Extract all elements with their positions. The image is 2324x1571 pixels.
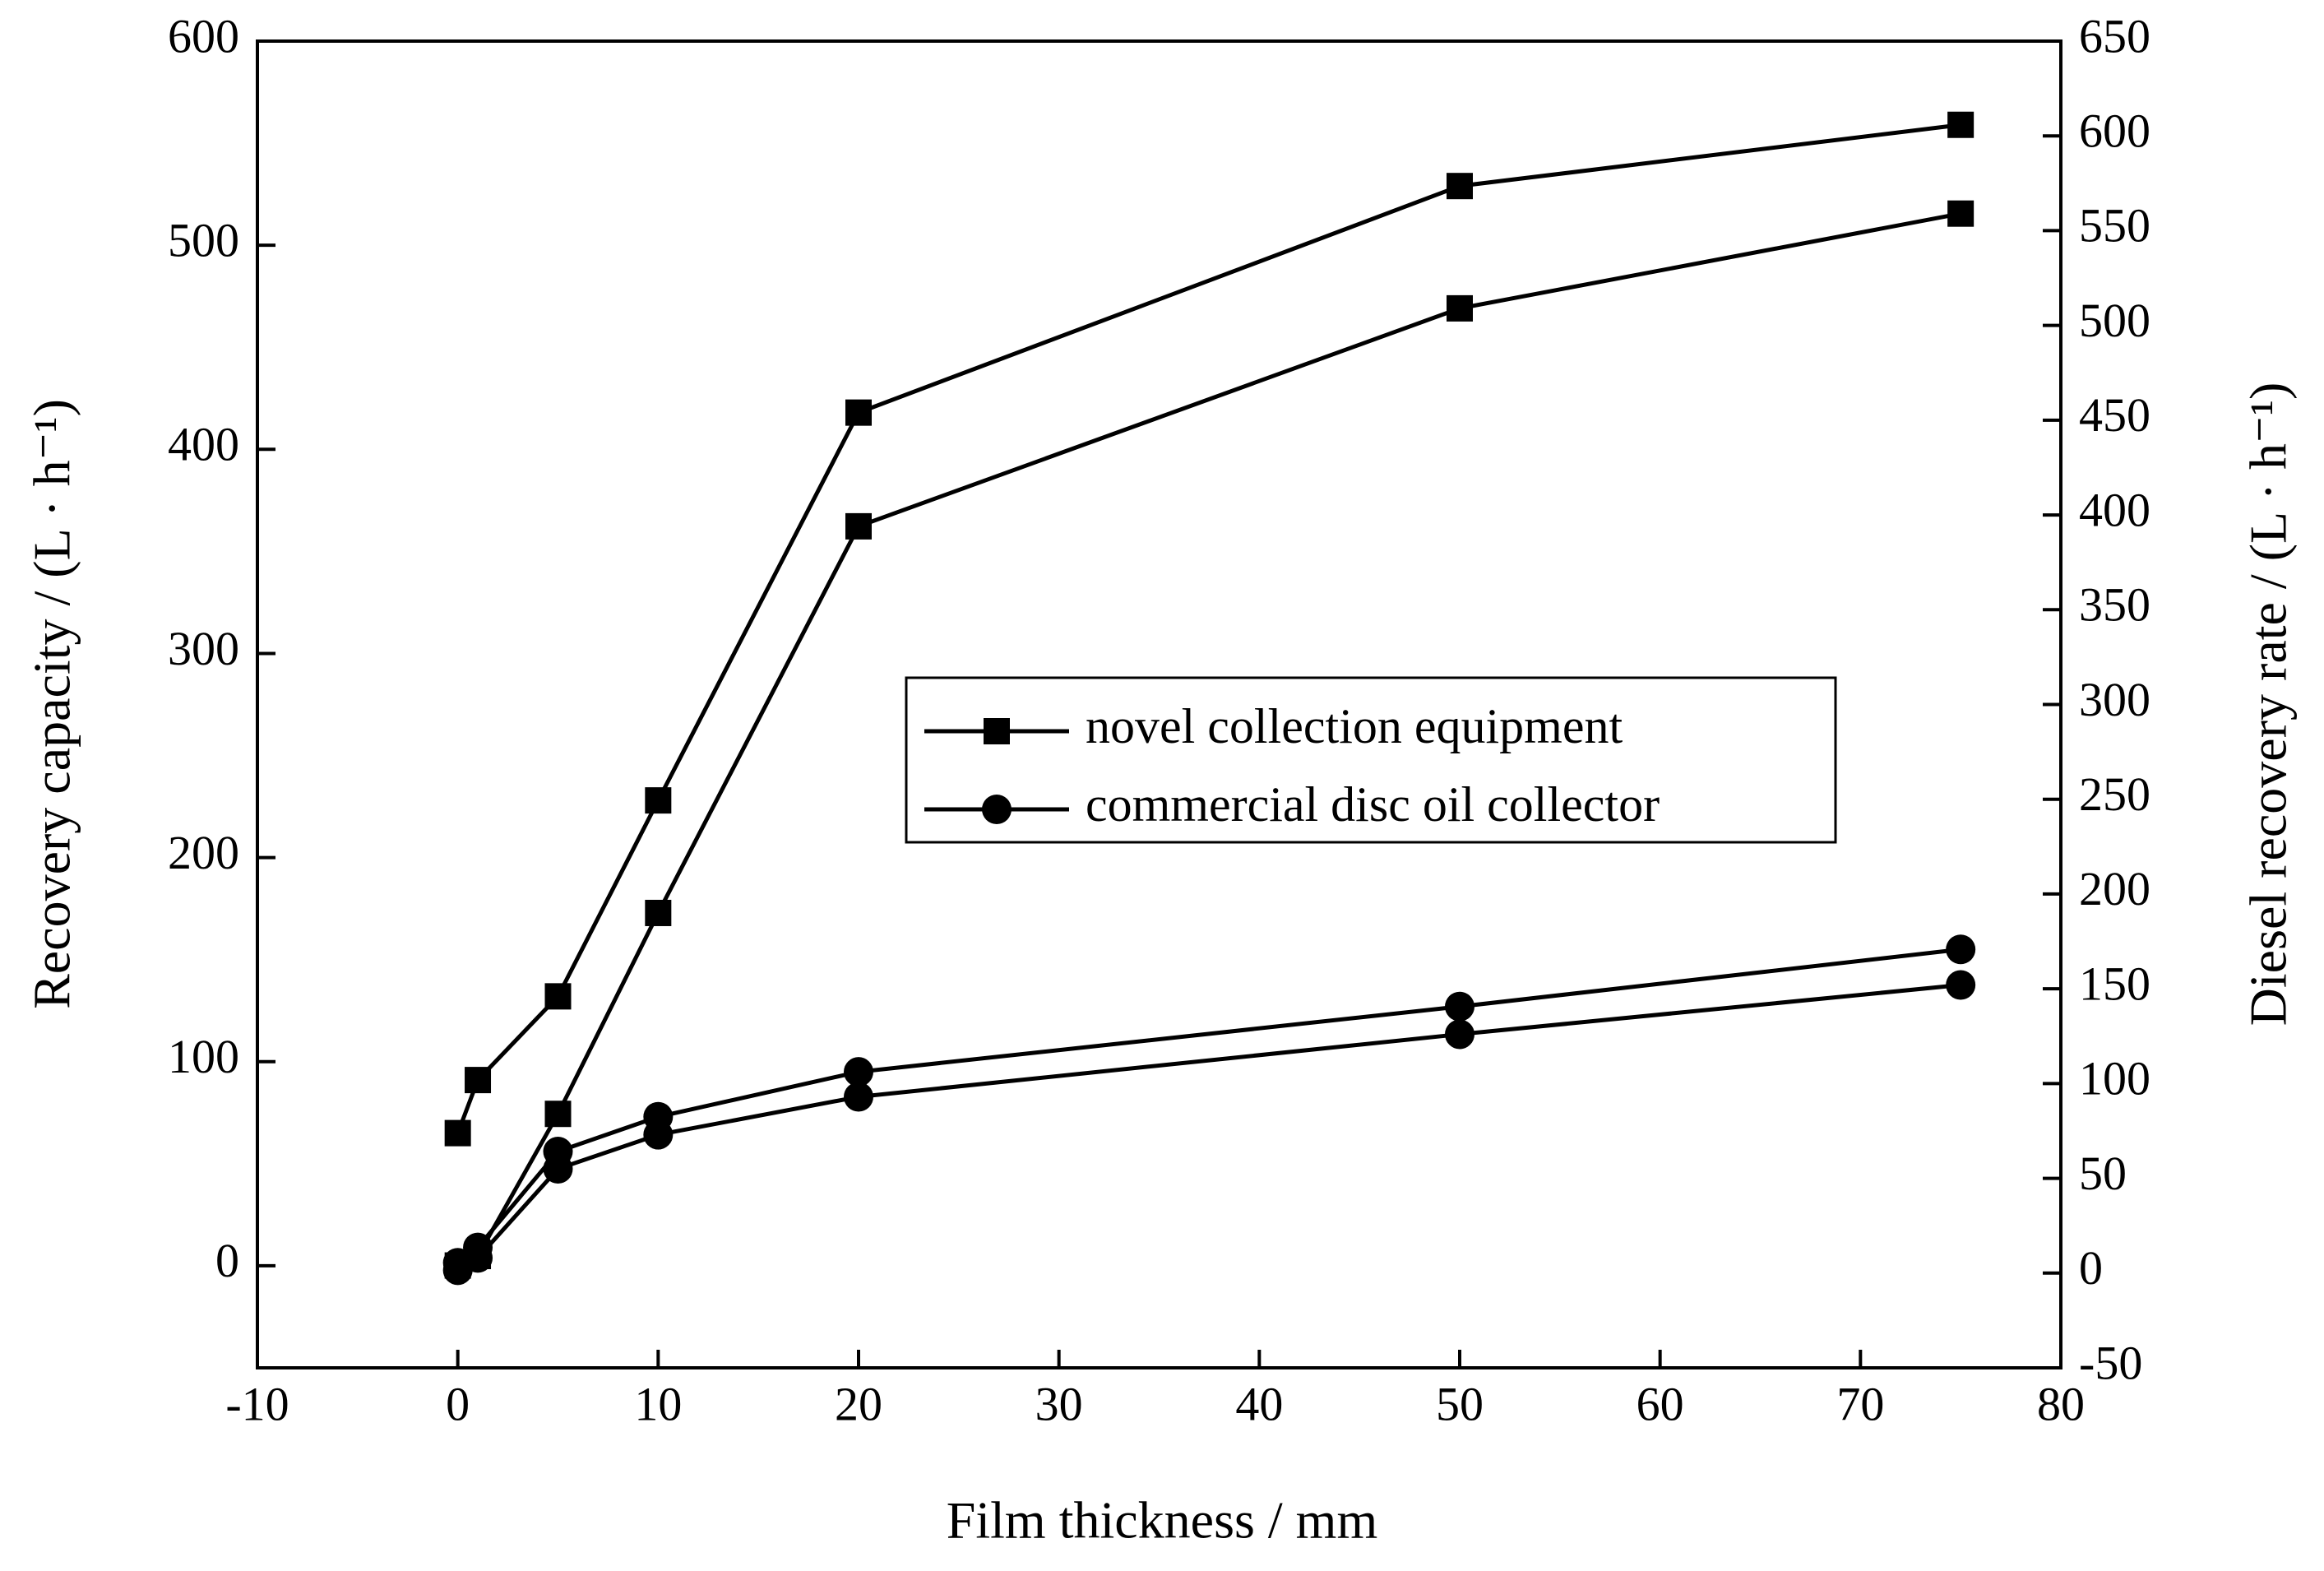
marker — [844, 1057, 873, 1087]
series-line — [456, 983, 1961, 1272]
y-tick-label: 300 — [168, 622, 239, 675]
marker — [844, 1082, 873, 1112]
y2-tick-label: 550 — [2079, 199, 2150, 253]
marker — [544, 983, 572, 1010]
y2-tick-label: 650 — [2079, 9, 2150, 63]
y2-tick-label: 400 — [2079, 483, 2150, 536]
marker — [444, 1119, 471, 1147]
marker — [845, 399, 872, 426]
y2-tick-label: 0 — [2079, 1241, 2103, 1295]
y2-tick-label: 150 — [2079, 957, 2150, 1010]
y-tick-label: 0 — [215, 1234, 239, 1287]
y2-axis-title: Diesel recovery rate / (L · h⁻¹) — [2239, 382, 2298, 1026]
marker — [643, 1119, 674, 1150]
y-tick-label: 400 — [168, 418, 239, 471]
marker — [465, 1067, 492, 1094]
marker — [1946, 970, 1976, 1000]
x-tick-label: 70 — [1836, 1377, 1884, 1430]
marker — [1447, 294, 1473, 322]
legend-label: commercial disc oil collector — [1086, 777, 1660, 832]
x-tick-label: 40 — [1235, 1377, 1283, 1430]
marker — [1445, 1019, 1474, 1050]
marker — [1447, 173, 1473, 200]
y2-tick-label: 600 — [2079, 104, 2150, 158]
marker — [1947, 200, 1974, 227]
x-tick-label: 50 — [1436, 1377, 1484, 1430]
marker — [544, 1101, 572, 1128]
y-tick-label: 100 — [168, 1030, 239, 1083]
y-axis-title: Recovery capacity / (L · h⁻¹) — [23, 399, 81, 1009]
x-tick-label: -10 — [225, 1377, 289, 1430]
x-tick-label: 80 — [2037, 1377, 2085, 1430]
legend-marker — [982, 795, 1012, 824]
marker — [1947, 111, 1974, 138]
y-tick-label: 500 — [168, 213, 239, 266]
y-tick-label: 200 — [168, 826, 239, 879]
x-tick-label: 30 — [1035, 1377, 1083, 1430]
x-axis-title: Film thickness / mm — [947, 1491, 1377, 1550]
x-tick-label: 0 — [446, 1377, 470, 1430]
y2-tick-label: 250 — [2079, 767, 2150, 821]
y2-tick-label: 500 — [2079, 294, 2150, 347]
y2-tick-label: 350 — [2079, 578, 2150, 632]
x-tick-label: 20 — [835, 1377, 882, 1430]
x-tick-label: 60 — [1637, 1377, 1684, 1430]
marker — [1445, 991, 1474, 1022]
x-tick-label: 10 — [634, 1377, 682, 1430]
y2-tick-label: 300 — [2079, 673, 2150, 726]
y2-tick-label: 50 — [2079, 1147, 2127, 1200]
marker — [463, 1243, 493, 1273]
legend-marker — [984, 718, 1010, 744]
marker — [1946, 934, 1976, 965]
marker — [645, 899, 672, 926]
marker — [543, 1154, 573, 1184]
y-tick-label: 600 — [168, 9, 239, 63]
series-line — [456, 947, 1961, 1265]
y2-tick-label: 450 — [2079, 388, 2150, 442]
y2-tick-label: -50 — [2079, 1336, 2142, 1389]
legend-box — [905, 676, 1837, 844]
y2-tick-label: 100 — [2079, 1052, 2150, 1105]
series-line — [456, 123, 1961, 1134]
y2-tick-label: 200 — [2079, 862, 2150, 915]
marker — [845, 512, 872, 540]
legend-label: novel collection equipment — [1086, 699, 1623, 753]
marker — [645, 787, 672, 814]
